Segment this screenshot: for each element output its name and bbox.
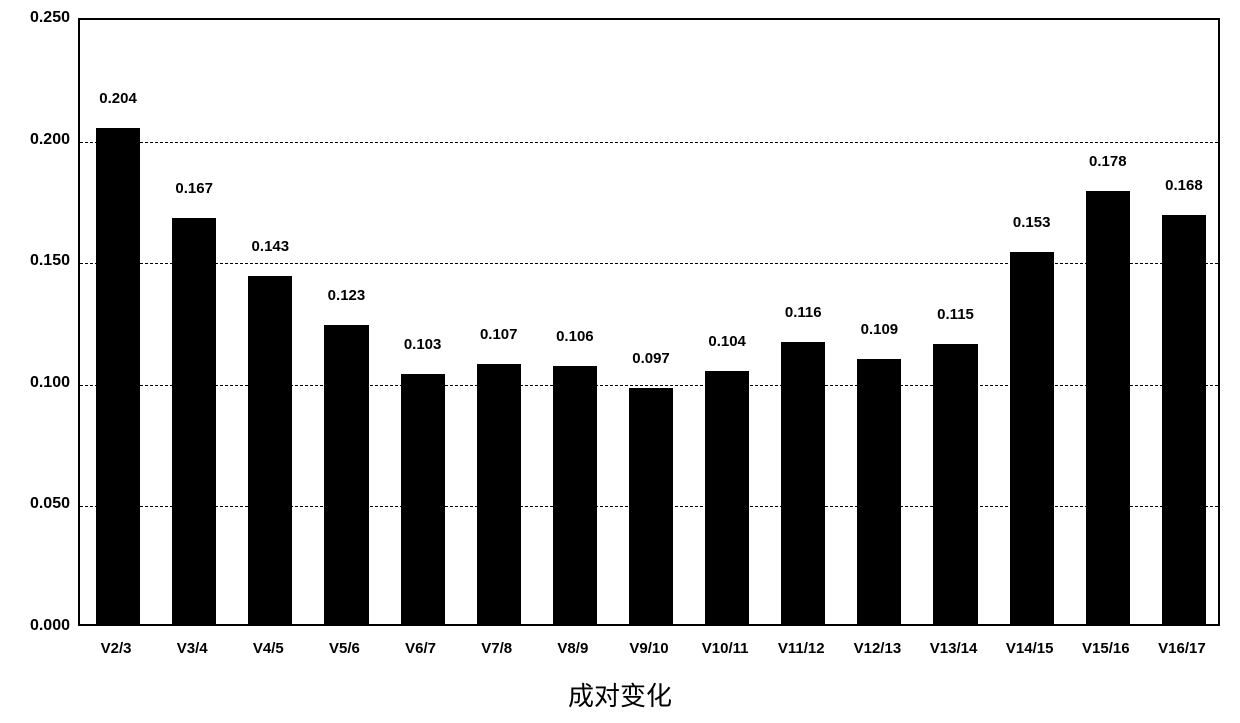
x-tick-label: V11/12 [778,640,825,657]
bar-value-label: 0.109 [861,321,899,338]
bar [705,371,749,624]
bar-chart: 0.204 0.167 0.143 0.123 0.103 0.107 0.106 0.097… [0,0,1240,723]
bar-value-label: 0.178 [1089,153,1127,170]
bar-value-label: 0.107 [480,326,518,343]
bar [1162,215,1206,624]
bar [477,364,521,624]
y-tick-label: 0.200 [0,131,70,149]
bar [96,128,140,624]
bar-value-label: 0.106 [556,328,594,345]
bar-value-label: 0.167 [175,180,213,197]
x-tick-label: V14/15 [1006,640,1054,657]
bar-value-label: 0.115 [937,306,974,323]
x-tick-label: V3/4 [177,640,208,657]
x-tick-label: V5/6 [329,640,360,657]
y-tick-label: 0.250 [0,9,70,27]
bar [781,342,825,624]
bar [629,388,673,624]
x-tick-label: V2/3 [101,640,132,657]
x-tick-label: V13/14 [930,640,978,657]
bar-value-label: 0.103 [404,336,442,353]
bar-value-label: 0.097 [632,350,670,367]
bar-value-label: 0.104 [708,333,746,350]
plot-area: 0.204 0.167 0.143 0.123 0.103 0.107 0.106 0.097… [78,18,1220,626]
bar [857,359,901,624]
bar [172,218,216,624]
x-tick-label: V15/16 [1082,640,1130,657]
x-tick-label: V16/17 [1158,640,1206,657]
bar-value-label: 0.143 [252,238,290,255]
x-tick-label: V7/8 [481,640,512,657]
bar-value-label: 0.116 [785,304,822,321]
bar [401,374,445,624]
bar-value-label: 0.168 [1165,177,1203,194]
bar-value-label: 0.123 [328,287,366,304]
y-tick-label: 0.150 [0,252,70,270]
x-tick-label: V4/5 [253,640,284,657]
y-tick-label: 0.050 [0,495,70,513]
x-tick-label: V9/10 [629,640,668,657]
bar-value-label: 0.204 [99,90,137,107]
y-tick-label: 0.100 [0,374,70,392]
x-tick-label: V8/9 [557,640,588,657]
y-tick-label: 0.000 [0,617,70,635]
bar [1086,191,1130,624]
x-tick-label: V10/11 [702,640,749,657]
bar [324,325,368,624]
x-axis-title: 成对变化 [568,676,672,713]
bar [553,366,597,624]
bars-layer: 0.204 0.167 0.143 0.123 0.103 0.107 0.106 0.097… [80,20,1218,624]
x-tick-label: V12/13 [854,640,902,657]
bar [248,276,292,624]
bar [1010,252,1054,624]
x-tick-label: V6/7 [405,640,436,657]
bar [933,344,977,624]
bar-value-label: 0.153 [1013,214,1051,231]
